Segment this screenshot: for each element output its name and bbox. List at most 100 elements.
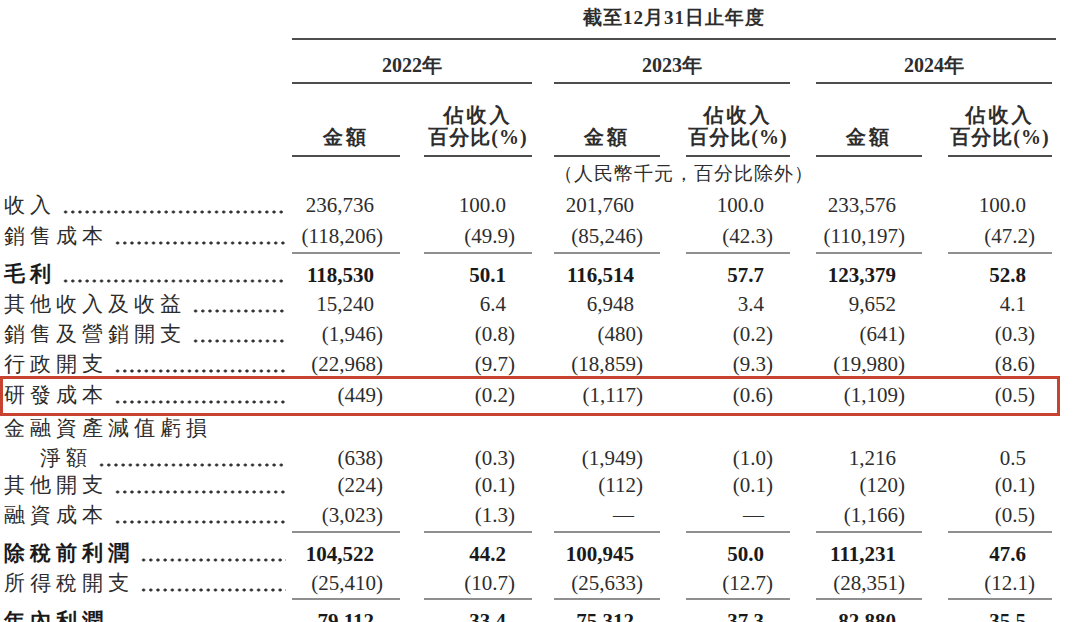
dot-leader [62, 210, 286, 214]
cell-value: (85,246) [571, 225, 643, 248]
table-row-impairment-net: 淨額 (638) (0.3) (1,949) (1.0) 1,216 0.5 [4, 446, 1056, 472]
cell-value: (112) [598, 474, 643, 497]
income-statement: 截至12月31日止年度 2022年 2023年 2024年 金額 佔收入百分比(… [4, 6, 1056, 622]
year-header-2024: 2024年 [816, 39, 1052, 83]
table-row-other-expenses: 其他開支 (224) (0.1) (112) (0.1) (120) (0.1) [4, 472, 1056, 500]
row-label: 除稅前利潤 [4, 542, 134, 565]
cell-value: (1,949) [582, 447, 643, 470]
cell-value: (0.6) [733, 384, 773, 407]
year-header-2022: 2022年 [292, 39, 532, 83]
cell-value: (0.1) [733, 474, 773, 497]
col-header-amount-2023: 金額 [554, 83, 660, 156]
cell-value: (25,410) [311, 572, 383, 595]
cell-value: (0.2) [475, 384, 515, 407]
table-row-rd-costs-highlighted: 研發成本 (449) (0.2) (1,117) (0.6) (1,109) (… [4, 380, 1056, 412]
cell-value: 50.0 [727, 543, 764, 566]
dot-leader [114, 490, 286, 494]
cell-value: (449) [338, 384, 384, 407]
cell-value: 4.1 [1000, 293, 1026, 316]
cell-value: 75,312 [576, 610, 634, 622]
cell-value: (1,117) [583, 384, 643, 407]
column-header-row: 金額 佔收入百分比(%) 金額 佔收入百分比(%) 金額 佔收入百分比(%) [4, 83, 1056, 156]
cell-value: 100.0 [979, 194, 1026, 217]
table-row-other-income: 其他收入及收益 15,240 6.4 6,948 3.4 9,652 4.1 [4, 290, 1056, 320]
cell-value: 104,522 [306, 543, 374, 566]
cell-value: 116,514 [567, 264, 634, 287]
table-row-selling-marketing: 銷售及營銷開支 (1,946) (0.8) (480) (0.2) (641) … [4, 320, 1056, 350]
cell-value: — [743, 504, 764, 527]
cell-value: (224) [338, 474, 384, 497]
cell-value: 9,652 [849, 293, 896, 316]
cell-value: (9.3) [733, 353, 773, 376]
cell-value: (22,968) [311, 353, 383, 376]
period-header: 截至12月31日止年度 [292, 6, 1056, 39]
cell-value: (10.7) [464, 572, 515, 595]
cell-value: (0.5) [995, 384, 1035, 407]
cell-value: 1,216 [849, 447, 896, 470]
cell-value: 123,379 [828, 264, 896, 287]
cell-value: (638) [338, 447, 384, 470]
table-row-revenue: 收入 236,736 100.0 201,760 100.0 233,576 1… [4, 191, 1056, 221]
financial-statement-table: 截至12月31日止年度 2022年 2023年 2024年 金額 佔收入百分比(… [0, 0, 1080, 622]
row-label: 毛利 [4, 263, 56, 286]
dot-leader [140, 588, 286, 592]
dot-leader [62, 279, 286, 283]
unit-note: （人民幣千元，百分比除外） [554, 156, 790, 191]
dot-leader [114, 520, 286, 524]
cell-value: 52.8 [989, 264, 1026, 287]
cell-value: 15,240 [316, 293, 374, 316]
cell-value: (8.6) [995, 353, 1035, 376]
unit-note-row: （人民幣千元，百分比除外） [4, 156, 1056, 191]
cell-value: (1,166) [844, 504, 905, 527]
cell-value: (9.7) [475, 353, 515, 376]
dot-leader [114, 369, 286, 373]
cell-value: 111,231 [830, 543, 896, 566]
row-label: 其他收入及收益 [4, 293, 186, 316]
cell-value: (118,206) [302, 225, 383, 248]
cell-value: 57.7 [727, 264, 764, 287]
row-label: 銷售及營銷開支 [4, 323, 186, 346]
cell-value: — [613, 504, 634, 527]
col-header-pct-2024: 佔收入百分比(%) [948, 83, 1052, 156]
dot-leader [140, 558, 286, 562]
cell-value: 47.6 [989, 543, 1026, 566]
table-row-gross-profit: 毛利 118,530 50.1 116,514 57.7 123,379 52.… [4, 253, 1056, 290]
row-label: 年內利潤 [4, 610, 108, 622]
cell-value: (1.3) [475, 504, 515, 527]
col-header-amount-2022: 金額 [292, 83, 400, 156]
dot-leader [98, 463, 286, 467]
cell-value: 82,880 [838, 610, 896, 622]
cell-value: (0.8) [475, 323, 515, 346]
cell-value: (1.0) [733, 447, 773, 470]
cell-value: 44.2 [469, 543, 506, 566]
cell-value: (641) [860, 323, 906, 346]
cell-value: (42.3) [722, 225, 773, 248]
cell-value: 6.4 [480, 293, 506, 316]
table-row-finance-costs: 融資成本 (3,023) (1.3) — — (1,166) (0.5) [4, 500, 1056, 532]
row-label: 融資成本 [4, 504, 108, 527]
year-header-row: 2022年 2023年 2024年 [4, 39, 1056, 83]
cell-value: (0.3) [995, 323, 1035, 346]
cell-value: (12.7) [722, 572, 773, 595]
cell-value: (0.1) [995, 474, 1035, 497]
col-header-amount-2024: 金額 [816, 83, 922, 156]
table-row-profit-for-year: 年內利潤 79,112 33.4 75,312 37.3 82,880 35.5 [4, 599, 1056, 622]
cell-value: (25,633) [571, 572, 643, 595]
cell-value: 0.5 [1000, 447, 1026, 470]
cell-value: 79,112 [317, 610, 374, 622]
cell-value: 201,760 [566, 194, 634, 217]
cell-value: (0.3) [475, 447, 515, 470]
col-header-pct-2023: 佔收入百分比(%) [686, 83, 790, 156]
dot-leader [114, 400, 286, 404]
table-row-profit-before-tax: 除稅前利潤 104,522 44.2 100,945 50.0 111,231 … [4, 532, 1056, 569]
cell-value: (3,023) [322, 504, 383, 527]
row-label: 行政開支 [4, 353, 108, 376]
cell-value: 100.0 [717, 194, 764, 217]
cell-value: (12.1) [984, 572, 1035, 595]
row-label: 銷售成本 [4, 225, 108, 248]
cell-value: (0.5) [995, 504, 1035, 527]
cell-value: (28,351) [833, 572, 905, 595]
row-label: 研發成本 [4, 384, 108, 407]
cell-value: 100.0 [459, 194, 506, 217]
row-label: 其他開支 [4, 474, 108, 497]
